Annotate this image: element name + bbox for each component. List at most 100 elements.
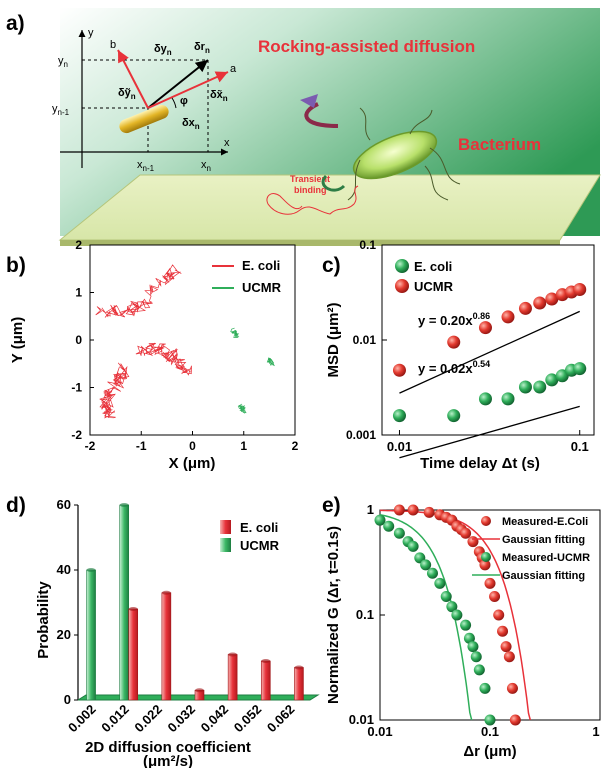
g-point [460,619,472,631]
panel-e-ylabel: Normalized G (Δr, t=0.1s) [325,526,342,704]
g-point [393,527,405,539]
panel-e-label: e) [322,494,341,517]
msd-point [447,335,461,349]
bar-cap [119,503,129,507]
panel-d-xunit: (μm²/s) [143,753,193,768]
g-point [506,682,518,694]
binding-label-1: Transient [290,174,330,184]
panel-b-frame [89,244,296,436]
trajectory-track [266,356,275,367]
panel-c-ylabel: MSD (μm²) [325,302,342,377]
fit-line [399,405,580,459]
rod-particle [119,104,169,134]
panel-c-legend: E. coli UCMR [395,259,454,294]
g-point [374,514,386,526]
rocking-title: Rocking-assisted diffusion [258,37,475,56]
displacement-vector [147,59,209,109]
panel-c-xlabel: Time delay Δt (s) [420,455,540,472]
legend-ecoli-label: Measured-E.Coli [502,516,588,528]
bar [260,660,271,701]
y-tick-label: 40 [57,562,71,577]
bar-cap [86,568,96,572]
x-tick-label: 2 [292,439,299,453]
axis-b-vector [117,49,149,109]
g-point [407,504,419,516]
vec-a-label: a [230,63,237,75]
y-tick-label: -2 [71,428,82,442]
x-tick-label: 0.012 [98,702,132,736]
g-point [407,540,419,552]
g-point [484,577,496,589]
g-point [463,632,475,644]
g-point [509,714,521,726]
binding-label-2: binding [294,185,327,195]
msd-point [545,292,559,306]
y-tick-label: 20 [57,627,71,642]
bar-cap [195,688,204,693]
bar-cap [228,652,238,657]
axis-a-vector [147,71,229,109]
bar-cap [261,659,271,663]
msd-point [518,301,532,315]
legend-ecoli-swatch [220,520,231,534]
g-point [493,609,505,621]
binding-trajectory [266,185,359,215]
trajectory-track [230,327,240,338]
msd-point [392,409,406,423]
legend-ucmr-marker [395,279,409,293]
bar-cap [128,607,138,611]
vec-b-label: b [110,39,116,51]
legend-ecoli-marker [395,259,409,273]
y-tick-label: 1 [367,502,374,517]
y-tick-label: -1 [71,381,82,395]
y-tick-label: 0.1 [356,607,374,622]
x-tick-label: 0.01 [367,724,392,739]
g-point [497,625,509,637]
legend-ecoli-label: E. coli [242,258,280,273]
msd-point [501,310,515,324]
substrate-plate [58,174,601,241]
bar [86,569,96,701]
msd-point [533,380,547,394]
fit-ucmr-label: y = 0.02x0.54 [418,359,490,376]
panel-a: x y yn yn-1 xn-1 xn a b δyn δrn δỹn δx̃n… [52,8,601,246]
binding-arrow [321,174,346,192]
trajectory-track [95,264,182,318]
phi-label: φ [180,95,188,107]
x-tick-label: 0.062 [264,702,298,736]
msd-point [501,392,515,406]
x-tick-label: -1 [136,439,147,453]
x-tick-label: 1 [592,724,599,739]
trajectory-track [135,342,192,376]
legend-ucmr-label: Measured-UCMR [502,552,590,564]
panel-c-label: c) [322,254,341,277]
rotation-arrowhead [300,94,318,108]
y-tick-label: 60 [57,497,71,512]
g-point [423,506,435,518]
axis-x-label: x [224,137,230,149]
panel-a-label: a) [6,12,25,35]
x-tick-label: 0.01 [387,439,412,454]
panel-d-legend: E. coli UCMR [220,520,280,553]
x-tick-label: 1 [240,439,247,453]
trajectory-track [99,362,130,419]
bacterium-cell [347,107,461,201]
fit-line [399,310,580,394]
xn-label: xn [201,159,211,173]
panel-b-label: b) [6,254,26,277]
panel-d-xlabel: 2D diffusion coefficient [85,739,251,756]
legend-ucmr-marker [481,552,491,562]
y-tick-label: 2 [75,238,82,252]
g-point [503,651,515,663]
x-tick-label: 0.052 [231,702,265,736]
phi-arc [171,97,177,109]
msd-point [478,392,492,406]
x-tick-label: 0.1 [571,439,589,454]
g-point [500,641,512,653]
g-point [473,664,485,676]
bar [119,504,130,701]
bar-cap [161,590,171,595]
g-point [440,591,452,603]
legend-ucmr-fit-label: Gaussian fitting [502,570,585,582]
